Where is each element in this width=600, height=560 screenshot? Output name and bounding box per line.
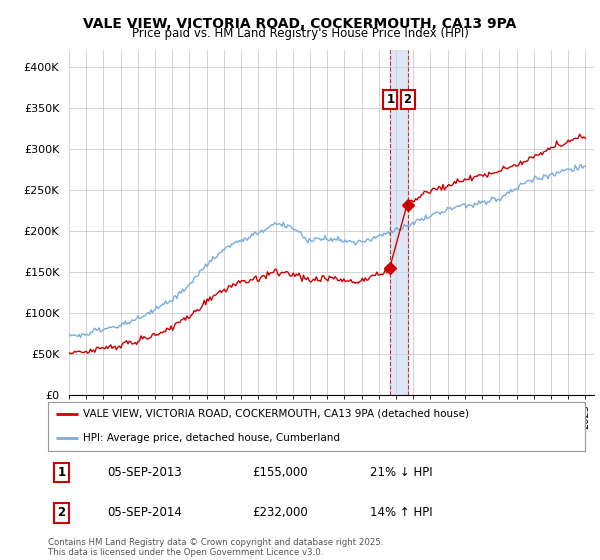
Text: 1: 1	[386, 93, 394, 106]
Text: 2: 2	[58, 506, 65, 520]
Text: 14% ↑ HPI: 14% ↑ HPI	[370, 506, 433, 520]
Text: 05-SEP-2013: 05-SEP-2013	[107, 466, 182, 479]
Bar	[391, 50, 407, 395]
Text: 2: 2	[404, 93, 412, 106]
Text: 21% ↓ HPI: 21% ↓ HPI	[370, 466, 433, 479]
Text: HPI: Average price, detached house, Cumberland: HPI: Average price, detached house, Cumb…	[83, 433, 340, 444]
Text: 1: 1	[58, 466, 65, 479]
Text: Contains HM Land Registry data © Crown copyright and database right 2025.
This d: Contains HM Land Registry data © Crown c…	[48, 538, 383, 557]
Text: VALE VIEW, VICTORIA ROAD, COCKERMOUTH, CA13 9PA: VALE VIEW, VICTORIA ROAD, COCKERMOUTH, C…	[83, 17, 517, 31]
Text: £155,000: £155,000	[252, 466, 308, 479]
Text: Price paid vs. HM Land Registry's House Price Index (HPI): Price paid vs. HM Land Registry's House …	[131, 27, 469, 40]
Text: £232,000: £232,000	[252, 506, 308, 520]
Text: VALE VIEW, VICTORIA ROAD, COCKERMOUTH, CA13 9PA (detached house): VALE VIEW, VICTORIA ROAD, COCKERMOUTH, C…	[83, 409, 469, 419]
Text: 05-SEP-2014: 05-SEP-2014	[107, 506, 182, 520]
